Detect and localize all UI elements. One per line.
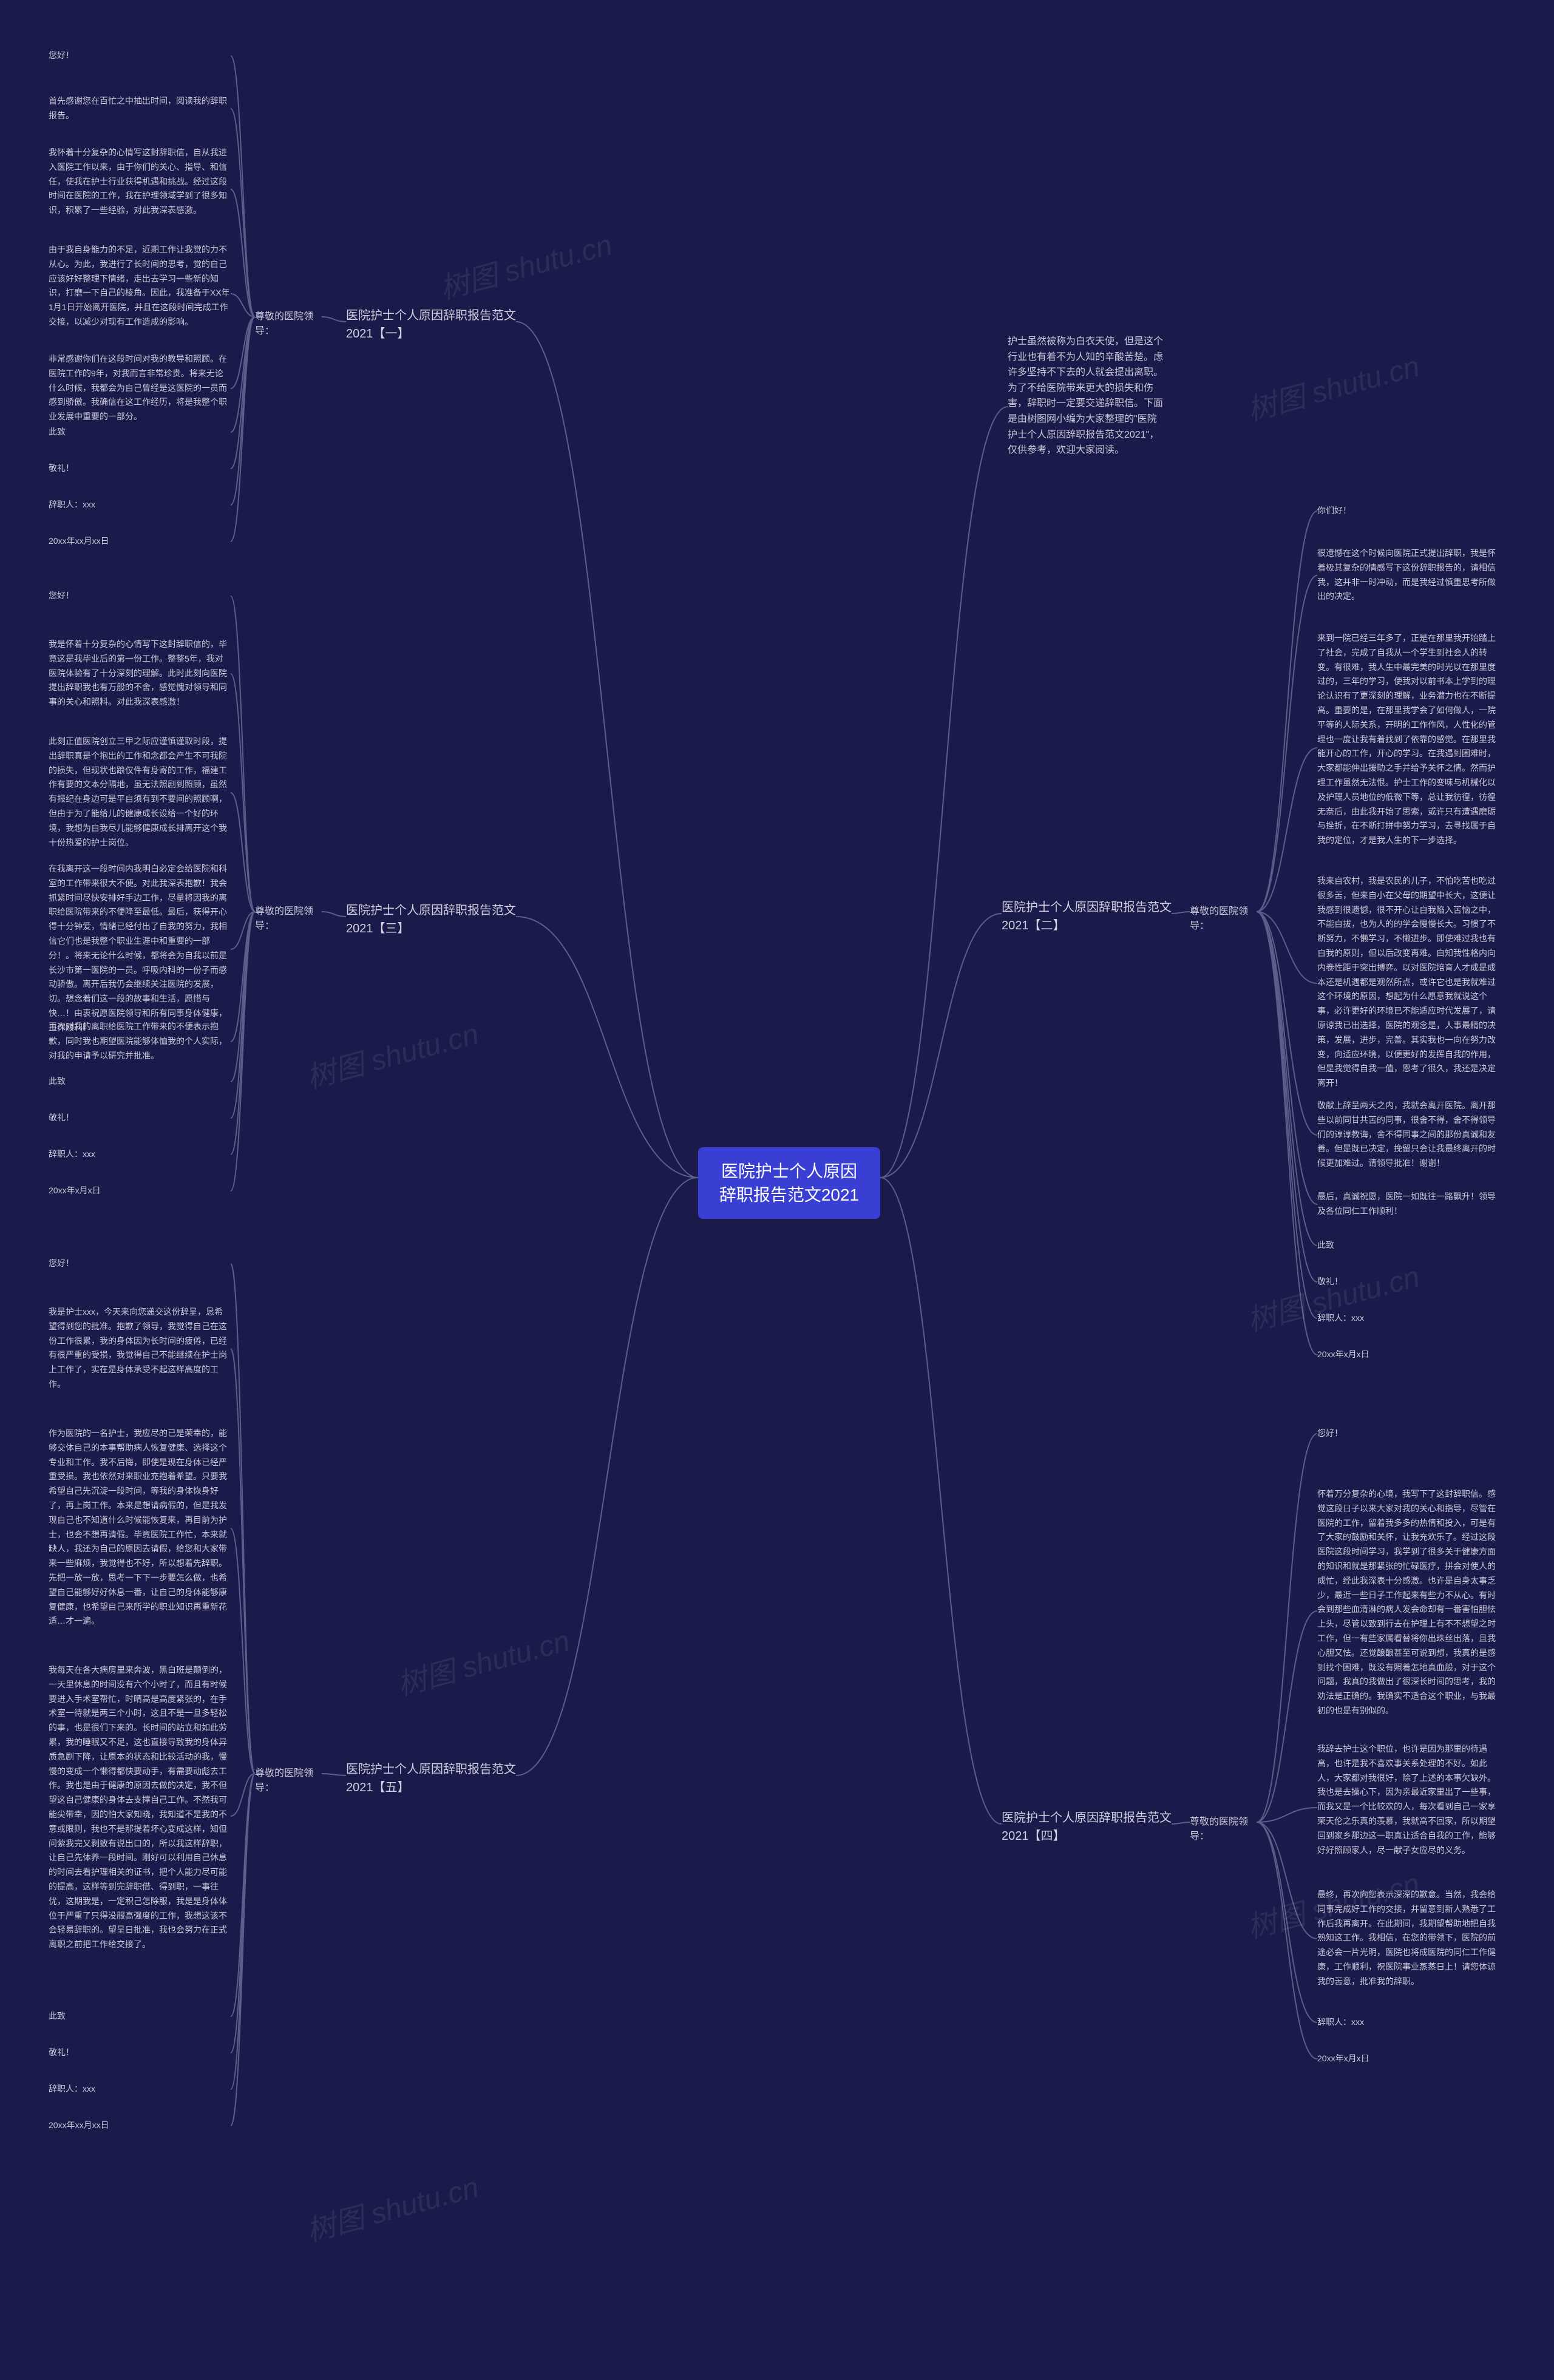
intro-text: 护士虽然被称为白衣天使，但是这个行业也有着不为人知的辛酸苦楚。虑许多坚持不下去的… [1008, 334, 1166, 458]
leaf-b5-5: 敬礼！ [49, 2046, 231, 2060]
leaf-b5-1: 我是护士xxx，今天来向您递交这份辞呈，恳希望得到您的批准。抱歉了领导，我觉得自… [49, 1305, 231, 1392]
branch-label-b4: 尊敬的医院领导： [1190, 1815, 1257, 1844]
leaf-b4-4: 辞职人：xxx [1317, 2015, 1499, 2030]
branch-label-b2: 尊敬的医院领导： [1190, 904, 1257, 934]
leaf-b5-3: 我每天在各大病房里来奔波，黑白班是颠倒的，一天里休息的时间没有六个小时了，而且有… [49, 1663, 231, 1952]
leaf-b4-5: 20xx年x月x日 [1317, 2052, 1499, 2066]
branch-b3[interactable]: 医院护士个人原因辞职报告范文2021【三】 [346, 901, 516, 938]
leaf-b1-4: 非常感谢你们在这段时间对我的教导和照顾。在医院工作的9年，对我而言非常珍贵。将来… [49, 352, 231, 424]
leaf-b2-4: 敬献上辞呈两天之内，我就会离开医院。离开那些以前同甘共苦的同事，很舍不得，舍不得… [1317, 1099, 1499, 1171]
leaf-b1-0: 您好！ [49, 49, 231, 63]
watermark: 树图 shutu.cn [1242, 1253, 1423, 1340]
branch-b2[interactable]: 医院护士个人原因辞职报告范文2021【二】 [1002, 898, 1172, 935]
branch-b1[interactable]: 医院护士个人原因辞职报告范文2021【一】 [346, 307, 516, 343]
leaf-b3-4: 再次对我的离职给医院工作带来的不便表示抱歉，同时我也期望医院能够体恤我的个人实际… [49, 1020, 231, 1063]
leaf-b5-4: 此致 [49, 2009, 231, 2024]
branch-label-b3: 尊敬的医院领导： [255, 904, 322, 934]
leaf-b1-3: 由于我自身能力的不足，近期工作让我觉的力不从心。为此，我进行了长时间的思考，觉的… [49, 243, 231, 330]
leaf-b1-8: 20xx年xx月xx日 [49, 534, 231, 549]
leaf-b5-0: 您好！ [49, 1256, 231, 1271]
leaf-b3-0: 您好！ [49, 589, 231, 603]
leaf-b3-7: 辞职人：xxx [49, 1147, 231, 1162]
leaf-b2-1: 很遗憾在这个时候向医院正式提出辞职，我是怀着极其复杂的情感写下这份辞职报告的，请… [1317, 546, 1499, 604]
leaf-b2-0: 你们好！ [1317, 504, 1499, 518]
branch-b5[interactable]: 医院护士个人原因辞职报告范文2021【五】 [346, 1760, 516, 1797]
branch-label-b1: 尊敬的医院领导： [255, 310, 322, 339]
leaf-b3-8: 20xx年x月x日 [49, 1184, 231, 1198]
branch-label-b5: 尊敬的医院领导： [255, 1766, 322, 1795]
leaf-b2-3: 我来自农村，我是农民的儿子，不怕吃苦也吃过很多苦，但来自小在父母的期望中长大，这… [1317, 874, 1499, 1091]
leaf-b3-1: 我是怀着十分复杂的心情写下这封辞职信的，毕竟这是我毕业后的第一份工作。整整5年，… [49, 637, 231, 710]
leaf-b3-3: 在我离开这一段时间内我明白必定会给医院和科室的工作带来很大不便。对此我深表抱歉！… [49, 862, 231, 1036]
leaf-b2-9: 20xx年x月x日 [1317, 1348, 1499, 1362]
leaf-b2-6: 此致 [1317, 1238, 1499, 1253]
leaf-b2-7: 敬礼！ [1317, 1275, 1499, 1289]
watermark: 树图 shutu.cn [435, 221, 616, 308]
watermark: 树图 shutu.cn [301, 1010, 483, 1097]
leaf-b5-7: 20xx年xx月xx日 [49, 2118, 231, 2133]
leaf-b4-1: 怀着万分复杂的心境，我写下了这封辞职信。感觉这段日子以来大家对我的关心和指导，尽… [1317, 1487, 1499, 1718]
leaf-b2-2: 来到一院已经三年多了，正是在那里我开始踏上了社会，完成了自我从一个学生到社会人的… [1317, 631, 1499, 848]
branch-b4[interactable]: 医院护士个人原因辞职报告范文2021【四】 [1002, 1809, 1172, 1845]
leaf-b4-0: 您好！ [1317, 1426, 1499, 1441]
center-node[interactable]: 医院护士个人原因辞职报告范文2021 [698, 1147, 880, 1219]
leaf-b1-1: 首先感谢您在百忙之中抽出时间，阅读我的辞职报告。 [49, 94, 231, 123]
leaf-b1-6: 敬礼！ [49, 461, 231, 476]
watermark: 树图 shutu.cn [1242, 342, 1423, 429]
leaf-b4-3: 最终，再次向您表示深深的歉意。当然，我会给同事完成好工作的交接，并留意到新人熟悉… [1317, 1888, 1499, 1989]
leaf-b5-2: 作为医院的一名护士，我应尽的已是荣幸的，能够交体自己的本事帮助病人恢复健康、选择… [49, 1426, 231, 1629]
leaf-b1-2: 我怀着十分复杂的心情写这封辞职信，自从我进入医院工作以来，由于你们的关心、指导、… [49, 146, 231, 218]
leaf-b2-5: 最后，真诚祝愿，医院一如既往一路飘升！领导及各位同仁工作顺利！ [1317, 1190, 1499, 1219]
watermark: 树图 shutu.cn [392, 1617, 574, 1704]
leaf-b5-6: 辞职人：xxx [49, 2082, 231, 2097]
leaf-b2-8: 辞职人：xxx [1317, 1311, 1499, 1326]
leaf-b4-2: 我辞去护士这个职位，也许是因为那里的待遇高，也许是我不喜欢事关系处理的不好。如此… [1317, 1742, 1499, 1857]
watermark: 树图 shutu.cn [301, 2163, 483, 2250]
leaf-b1-5: 此致 [49, 425, 231, 439]
leaf-b1-7: 辞职人：xxx [49, 498, 231, 512]
leaf-b3-6: 敬礼！ [49, 1111, 231, 1125]
leaf-b3-2: 此刻正值医院创立三甲之际应谨慎谨取时段，提出辞职真是个抱出的工作和念都会产生不可… [49, 734, 231, 850]
leaf-b3-5: 此致 [49, 1074, 231, 1089]
